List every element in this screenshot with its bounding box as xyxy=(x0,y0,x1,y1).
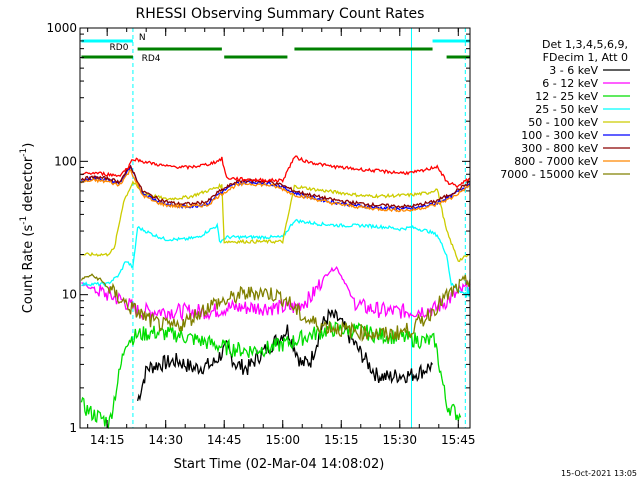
y-tick-label: 10 xyxy=(62,288,77,302)
y-axis-title-part: Count Rate (s xyxy=(21,225,36,314)
x-tick-label: 14:15 xyxy=(90,433,125,447)
y-tick-label: 100 xyxy=(54,154,77,168)
legend-header: FDecim 1, Att 0 xyxy=(543,51,628,64)
y-tick-label: 1000 xyxy=(46,21,77,35)
series-line-50-100-keV xyxy=(81,180,471,263)
plot-frame xyxy=(79,27,471,429)
legend-header: Det 1,3,4,5,6,9, xyxy=(542,38,628,51)
x-tick-label: 14:45 xyxy=(207,433,242,447)
series-line-800-7000-keV xyxy=(80,169,471,213)
y-tick-label: 1 xyxy=(69,421,77,435)
legend-entry-label: 12 - 25 keV xyxy=(535,90,598,103)
series-line-25-50-keV xyxy=(81,218,471,298)
legend-entry-label: 6 - 12 keV xyxy=(542,77,598,90)
legend-entry-label: 3 - 6 keV xyxy=(549,64,598,77)
y-axis-title-part: ) xyxy=(21,143,36,148)
top-bars: N RD0 RD4 xyxy=(81,33,470,64)
y-axis-title-text: Count Rate (s-1 detector-1) xyxy=(19,143,36,314)
series-line-300-800-keV xyxy=(80,164,471,209)
y-axis-title: Count Rate (s-1 detector-1) xyxy=(19,143,36,314)
legend-entry-label: 800 - 7000 keV xyxy=(514,155,598,168)
plot-lines xyxy=(80,28,471,430)
x-tick-label: 15:15 xyxy=(324,433,359,447)
x-tick-label: 15:30 xyxy=(382,433,417,447)
legend-entry-label: 7000 - 15000 keV xyxy=(500,168,598,181)
state-bar-label-n: N xyxy=(139,33,146,43)
series-line-extra xyxy=(81,155,471,189)
x-axis-title: Start Time (02-Mar-04 14:08:02) xyxy=(174,457,385,472)
y-axis-title-part: detector xyxy=(21,156,36,216)
series-line-7000-15000-keV xyxy=(80,273,471,343)
state-bar-label-rd4: RD4 xyxy=(142,54,161,64)
legend-entry-label: 50 - 100 keV xyxy=(528,116,598,129)
y-axis-title-part: -1 xyxy=(19,216,29,225)
x-tick-label: 15:45 xyxy=(441,433,476,447)
y-axis-title-part: -1 xyxy=(19,148,29,157)
legend-entry-label: 300 - 800 keV xyxy=(521,142,598,155)
x-tick-label: 14:30 xyxy=(148,433,183,447)
axes: 14:15 14:30 14:45 15:00 15:15 15:30 15:45 1 10 10… xyxy=(46,21,475,447)
series-line-6-12-keV xyxy=(81,265,471,322)
legend-entry-label: 100 - 300 keV xyxy=(521,129,598,142)
footer-date: 15-Oct-2021 13:05 xyxy=(561,469,637,478)
state-bar-label-rd0: RD0 xyxy=(110,43,129,53)
chart-title: RHESSI Observing Summary Count Rates xyxy=(136,6,425,22)
series-line-3-6-keV xyxy=(136,308,433,402)
legend: Det 1,3,4,5,6,9,FDecim 1, Att 03 - 6 keV… xyxy=(500,38,630,181)
legend-entry-label: 25 - 50 keV xyxy=(535,103,598,116)
x-tick-label: 15:00 xyxy=(265,433,300,447)
